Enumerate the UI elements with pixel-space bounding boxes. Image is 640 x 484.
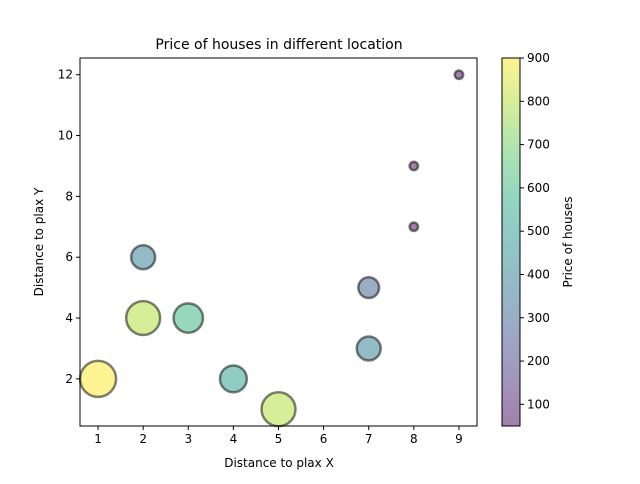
data-point-8 — [355, 335, 382, 362]
colorbar: 100 200 300 400 500 600 700 800 900 Price of hou… — [501, 51, 575, 427]
colorbar-tick-label: 400 — [527, 267, 550, 281]
colorbar-tick-label: 300 — [527, 311, 550, 325]
x-axis-ticks: 1 2 3 4 5 6 7 8 9 — [94, 426, 463, 446]
colorbar-tick-label: 900 — [527, 51, 550, 65]
colorbar-tick-label: 800 — [527, 94, 550, 108]
x-tick-label: 6 — [320, 432, 328, 446]
colorbar-tick-label: 700 — [527, 138, 550, 152]
colorbar-ticks: 100 200 300 400 500 600 700 800 900 — [520, 51, 550, 411]
data-point-10 — [408, 221, 420, 233]
data-point-7 — [357, 275, 381, 300]
x-tick-label: 4 — [230, 432, 238, 446]
colorbar-tick-label: 200 — [527, 354, 550, 368]
chart-title: Price of houses in different location — [155, 37, 402, 53]
colorbar-label: Price of houses — [561, 197, 575, 288]
y-tick-label: 6 — [65, 250, 73, 264]
y-tick-label: 2 — [65, 372, 73, 386]
data-point-5 — [218, 364, 249, 394]
x-tick-label: 3 — [184, 432, 192, 446]
y-tick-label: 4 — [65, 311, 73, 325]
y-tick-label: 12 — [58, 68, 73, 82]
x-axis-label: Distance to plax X — [224, 456, 334, 470]
x-tick-label: 2 — [139, 432, 147, 446]
y-tick-label: 8 — [65, 189, 73, 203]
data-point-2 — [129, 243, 157, 271]
points-layer — [78, 69, 465, 428]
colorbar-frame — [501, 57, 521, 427]
colorbar-tick-label: 100 — [527, 397, 550, 411]
y-axis-ticks: 2 4 6 8 10 12 — [58, 68, 80, 386]
data-point-1 — [78, 359, 118, 399]
data-point-6 — [260, 391, 297, 428]
y-axis-label: Distance to plax Y — [32, 187, 46, 296]
x-tick-label: 8 — [410, 432, 418, 446]
y-tick-label: 10 — [58, 129, 73, 143]
x-tick-label: 7 — [365, 432, 373, 446]
colorbar-tick-label: 600 — [527, 181, 550, 195]
x-tick-label: 9 — [455, 432, 463, 446]
colorbar-gradient — [502, 58, 520, 426]
data-point-3 — [124, 299, 162, 337]
data-point-4 — [172, 302, 205, 334]
x-tick-label: 1 — [94, 432, 102, 446]
data-point-9 — [408, 160, 420, 172]
plot-area-frame — [79, 57, 478, 427]
colorbar-tick-label: 500 — [527, 224, 550, 238]
x-tick-label: 5 — [275, 432, 283, 446]
data-point-11 — [453, 69, 465, 81]
